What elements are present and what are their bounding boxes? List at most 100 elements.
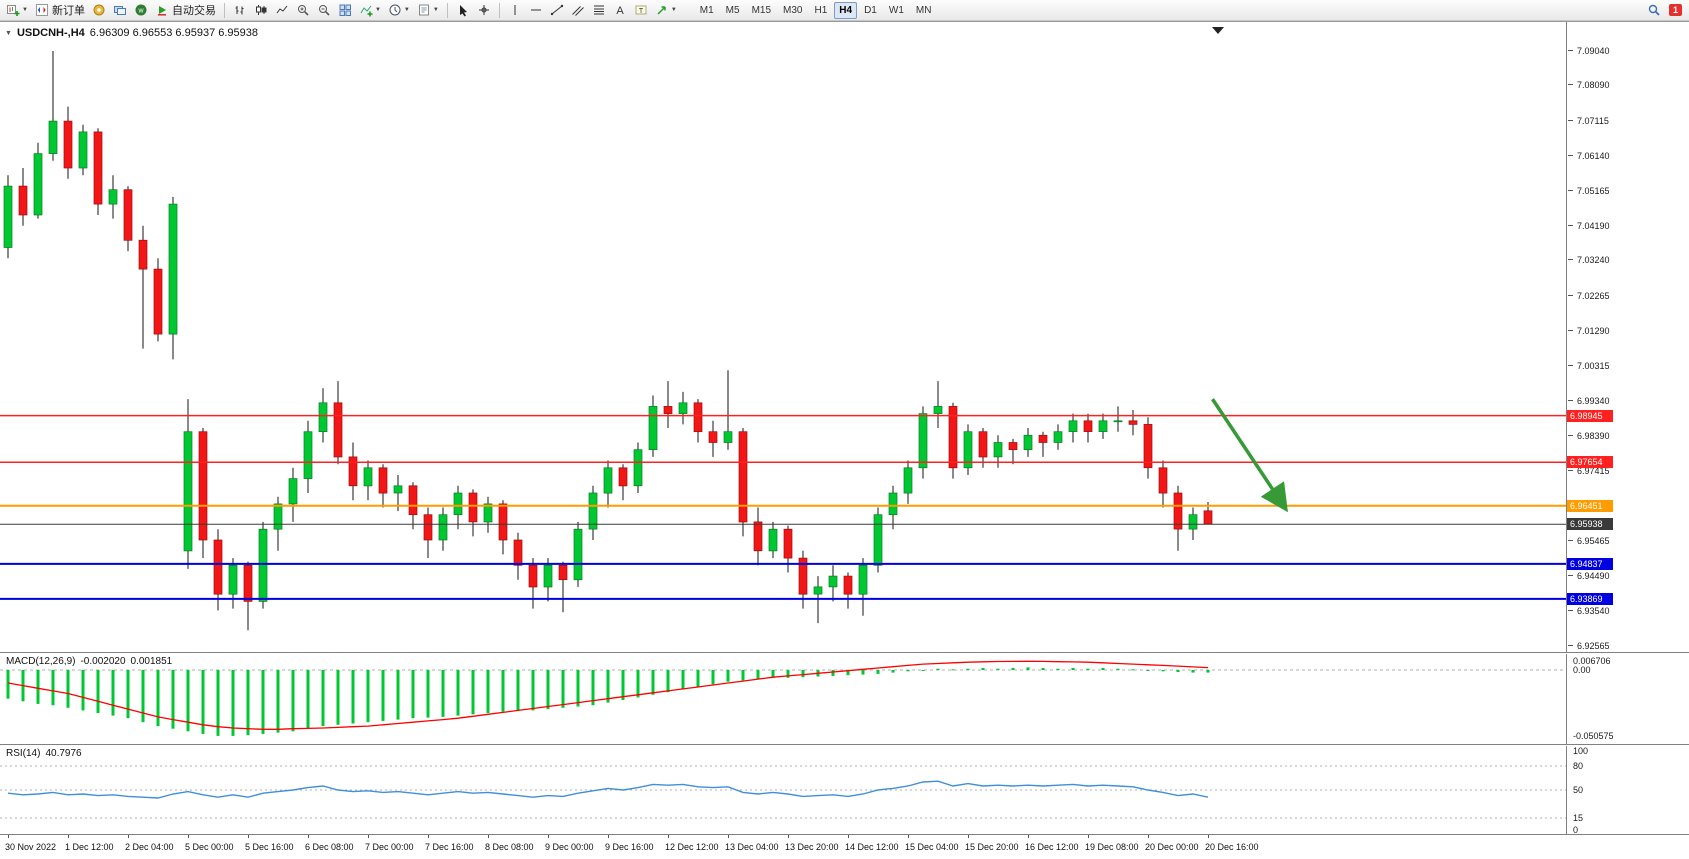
crosshair-button[interactable] [474,1,494,20]
time-tick [1148,835,1149,838]
charts-profile-icon [113,6,126,15]
rsi-line [7,780,1209,799]
timeframe-group: M1 M5 M15 M30 H1 H4 D1 W1 MN [695,1,937,19]
timeframe-mn[interactable]: MN [915,4,932,16]
channel-icon [571,6,584,16]
trend-arrow[interactable] [1211,398,1288,513]
channel-button[interactable] [568,1,588,20]
new-order-label: 新订单 [51,5,85,17]
timeframe-m1[interactable]: M1 [699,4,714,16]
text-icon: A [616,5,624,17]
zoom-in-button[interactable] [293,1,313,20]
price-tick-label: 7.07115 [1568,116,1609,126]
time-label: 14 Dec 12:00 [845,842,899,852]
toolbar-separator [498,2,500,18]
templates-button[interactable]: ▼ [414,1,442,20]
community-icon [93,4,105,16]
horizontal-line-button[interactable] [526,1,546,20]
fibonacci-button[interactable] [589,1,609,20]
rsi-axis-label: 0 [1573,825,1579,835]
dropdown-caret: ▼ [22,7,28,13]
timeframe-m5[interactable]: M5 [725,4,740,16]
time-label: 13 Dec 20:00 [785,842,839,852]
horizontal-line-icon [530,9,541,11]
shift-end-marker[interactable] [1212,27,1224,34]
chart-bars-icon [235,6,244,15]
cursor-button[interactable] [453,1,473,20]
rsi-axis[interactable]: 100 80 50 15 0 [1566,746,1689,835]
time-label: 5 Dec 00:00 [185,842,234,852]
price-badge-6.94837: 6.94837 [1567,558,1613,570]
toolbar-separator [223,2,225,18]
time-tick [368,835,369,838]
chart-candles-button[interactable] [251,1,271,20]
time-label: 9 Dec 00:00 [545,842,594,852]
one-click-trading-toggle[interactable]: ▼ [5,29,12,37]
price-tick-label: 6.98390 [1568,431,1610,441]
time-label: 8 Dec 08:00 [485,842,534,852]
time-tick [848,835,849,838]
new-chart-icon [7,5,20,16]
indicators-button[interactable]: ▼ [356,1,384,20]
charts-profile-button[interactable] [110,1,130,20]
time-label: 12 Dec 12:00 [665,842,719,852]
price-tick-label: 7.05165 [1568,186,1610,196]
time-label: 9 Dec 16:00 [605,842,654,852]
arrows-objects-button[interactable]: ▼ [652,1,680,20]
macd-value-signal: 0.001851 [130,656,173,667]
macd-signal-line [7,660,1209,730]
price-chart-canvas[interactable] [0,22,1566,652]
timeframe-m30[interactable]: M30 [783,4,803,16]
search-button[interactable] [1644,1,1664,20]
macd-panel-canvas[interactable] [0,654,1566,744]
new-chart-button[interactable]: ▼ [3,1,31,20]
dropdown-caret: ▼ [670,7,677,13]
chart-line-button[interactable] [272,1,292,20]
time-tick [1088,835,1089,838]
zoom-out-button[interactable] [314,1,334,20]
time-axis[interactable]: 30 Nov 2022 1 Dec 12:00 2 Dec 04:00 5 Dec 0… [0,834,1689,859]
timeframe-w1[interactable]: W1 [888,4,904,16]
time-tick [1028,835,1029,838]
zoom-out-icon [318,5,330,16]
rsi-axis-label: 80 [1573,761,1584,771]
price-tick-label: 6.97415 [1568,466,1610,476]
time-label: 30 Nov 2022 [5,842,57,852]
timeframe-m15[interactable]: M15 [751,4,772,16]
panel-separator-rsi[interactable] [0,744,1689,745]
time-label: 1 Dec 12:00 [65,842,114,852]
timeframe-d1[interactable]: D1 [864,4,877,16]
community-button[interactable] [89,1,109,20]
chart-line-icon [276,5,288,14]
trendline-button[interactable] [547,1,567,20]
time-tick [308,835,309,838]
dropdown-caret: ▼ [403,7,410,13]
indicators-icon [360,5,373,17]
candles [3,51,1213,631]
periods-button[interactable]: ▼ [385,1,413,20]
vertical-line-button[interactable] [505,1,525,20]
price-tick-label: 6.92565 [1568,641,1610,651]
algo-trading-button[interactable]: 自动交易 [152,1,219,20]
search-icon [1648,4,1660,16]
rsi-panel-canvas[interactable] [0,746,1566,834]
tile-windows-button[interactable] [335,1,355,20]
panel-separator-macd[interactable] [0,652,1689,653]
timeframe-h1[interactable]: H1 [814,4,828,16]
price-tick-label: 7.04190 [1568,221,1610,231]
new-order-button[interactable]: 新订单 [32,1,88,20]
price-axis[interactable]: 7.09040 7.08090 7.07115 7.06140 7.05165 7.041… [1566,22,1689,652]
label-button[interactable]: T [631,1,651,20]
web-terminal-button[interactable]: w [131,1,151,20]
chart-bars-button[interactable] [230,1,250,20]
timeframe-h4[interactable]: H4 [834,1,858,19]
time-tick [488,835,489,838]
text-button[interactable]: A [610,1,630,20]
price-tick-label: 6.95465 [1568,536,1610,546]
macd-axis[interactable]: 0.006706 0.00 -0.050575 [1566,654,1689,744]
notifications-badge[interactable]: 1 [1668,4,1682,16]
time-tick [908,835,909,838]
price-badge-6.93869: 6.93869 [1567,593,1613,605]
main-toolbar: ▼ 新订单 w [0,0,1689,21]
